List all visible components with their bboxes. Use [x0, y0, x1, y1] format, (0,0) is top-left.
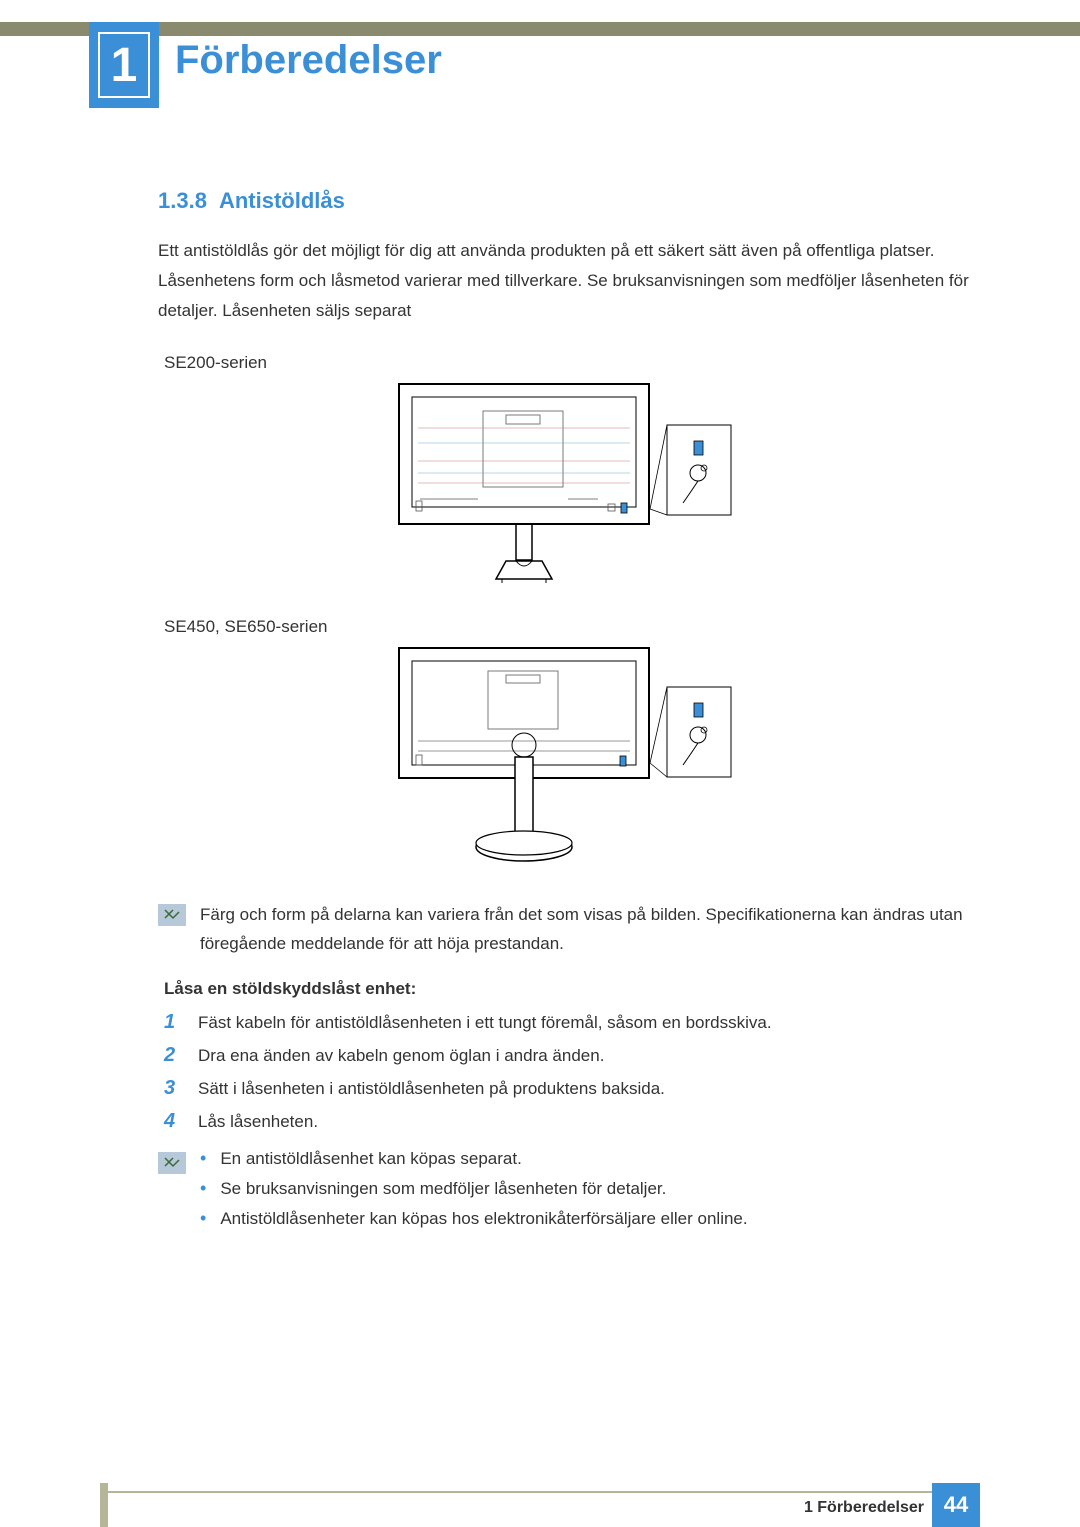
- bullet-dot-icon: •: [200, 1149, 206, 1167]
- bullet-dot-icon: •: [200, 1179, 206, 1197]
- bullet-text: Se bruksanvisningen som medföljer låsenh…: [220, 1179, 666, 1199]
- chapter-number: 1: [98, 32, 150, 98]
- monitor-diagram-se200: [398, 383, 738, 593]
- figure1: [158, 383, 978, 593]
- note2: • En antistöldlåsenhet kan köpas separat…: [158, 1149, 978, 1239]
- note1: Färg och form på delarna kan variera frå…: [158, 901, 978, 959]
- note-icon: [158, 1152, 186, 1174]
- bullet-list: • En antistöldlåsenhet kan köpas separat…: [200, 1149, 978, 1229]
- page-number: 44: [932, 1483, 980, 1527]
- step-text: Fäst kabeln för antistöldlåsenheten i et…: [198, 1013, 772, 1033]
- section-number: 1.3.8: [158, 188, 207, 213]
- footer-label: 1 Förberedelser: [804, 1499, 924, 1517]
- step-item: 2 Dra ena änden av kabeln genom öglan i …: [164, 1044, 978, 1067]
- figure2: [158, 647, 978, 877]
- step-text: Sätt i låsenheten i antistöldlåsenheten …: [198, 1079, 665, 1099]
- top-bar: [0, 22, 1080, 36]
- note1-text: Färg och form på delarna kan variera frå…: [200, 901, 978, 959]
- step-text: Lås låsenheten.: [198, 1112, 318, 1132]
- bullet-item: • En antistöldlåsenhet kan köpas separat…: [200, 1149, 978, 1169]
- monitor-diagram-se450: [398, 647, 738, 877]
- bullet-dot-icon: •: [200, 1209, 206, 1227]
- intro-paragraph: Ett antistöldlås gör det möjligt för dig…: [158, 236, 978, 325]
- step-item: 1 Fäst kabeln för antistöldlåsenheten i …: [164, 1011, 978, 1034]
- section-heading: 1.3.8 Antistöldlås: [158, 188, 978, 214]
- figure2-caption: SE450, SE650-serien: [158, 617, 978, 637]
- bullet-item: • Antistöldlåsenheter kan köpas hos elek…: [200, 1209, 978, 1229]
- page: 1 Förberedelser 1.3.8 Antistöldlås Ett an…: [0, 0, 1080, 1527]
- bullet-text: En antistöldlåsenhet kan köpas separat.: [220, 1149, 521, 1169]
- step-item: 3 Sätt i låsenheten i antistöldlåsenhete…: [164, 1077, 978, 1100]
- bullet-item: • Se bruksanvisningen som medföljer låse…: [200, 1179, 978, 1199]
- bullet-text: Antistöldlåsenheter kan köpas hos elektr…: [220, 1209, 747, 1229]
- note-icon: [158, 904, 186, 926]
- chapter-title: Förberedelser: [175, 38, 442, 83]
- step-number: 1: [164, 1011, 182, 1034]
- step-item: 4 Lås låsenheten.: [164, 1110, 978, 1133]
- footer: 1 Förberedelser 44: [0, 1483, 1080, 1527]
- subheading: Låsa en stöldskyddslåst enhet:: [158, 979, 978, 999]
- section-title: Antistöldlås: [219, 188, 345, 213]
- step-number: 2: [164, 1044, 182, 1067]
- figure1-caption: SE200-serien: [158, 353, 978, 373]
- step-number: 4: [164, 1110, 182, 1133]
- step-text: Dra ena änden av kabeln genom öglan i an…: [198, 1046, 604, 1066]
- chapter-number-block: 1: [89, 22, 159, 108]
- footer-tab: [100, 1483, 108, 1527]
- content-area: 1.3.8 Antistöldlås Ett antistöldlås gör d…: [158, 188, 978, 1259]
- steps-list: 1 Fäst kabeln för antistöldlåsenheten i …: [158, 1011, 978, 1133]
- note2-content: • En antistöldlåsenhet kan köpas separat…: [200, 1149, 978, 1239]
- step-number: 3: [164, 1077, 182, 1100]
- footer-rule: [100, 1491, 980, 1493]
